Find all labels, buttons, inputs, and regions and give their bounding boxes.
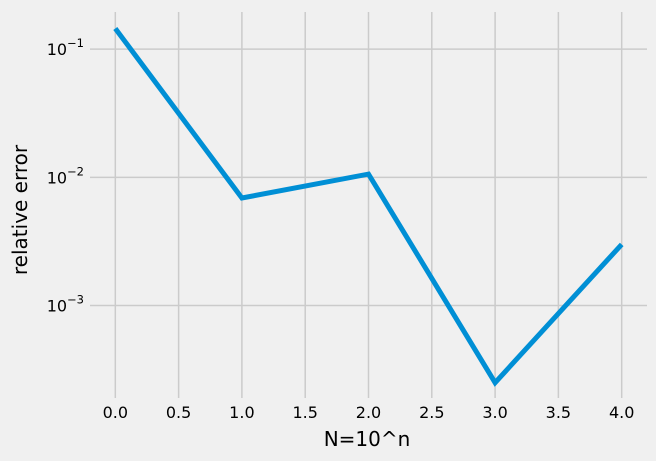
y-tick-label: 10−3: [47, 293, 84, 316]
x-tick-label: 3.5: [546, 403, 571, 422]
x-tick-label: 2.0: [356, 403, 381, 422]
x-axis-label: N=10^n: [324, 427, 411, 451]
series-line: [113, 27, 624, 387]
tick-labels: 0.0 0.5 1.0 1.5 2.0 2.5 3.0 3.5 4.0 10−3 10−2 10−1: [47, 36, 635, 422]
x-tick-label: 4.0: [609, 403, 634, 422]
grid: [90, 12, 647, 398]
x-tick-label: 1.5: [292, 403, 317, 422]
x-tick-label: 2.5: [419, 403, 444, 422]
x-tick-label: 1.0: [229, 403, 254, 422]
y-axis-label: relative error: [8, 144, 32, 275]
y-tick-label: 10−2: [47, 164, 84, 187]
series-layer: [113, 27, 624, 387]
y-tick-label: 10−1: [47, 36, 84, 59]
x-tick-label: 0.5: [166, 403, 191, 422]
x-tick-label: 0.0: [103, 403, 128, 422]
x-tick-label: 3.0: [482, 403, 507, 422]
